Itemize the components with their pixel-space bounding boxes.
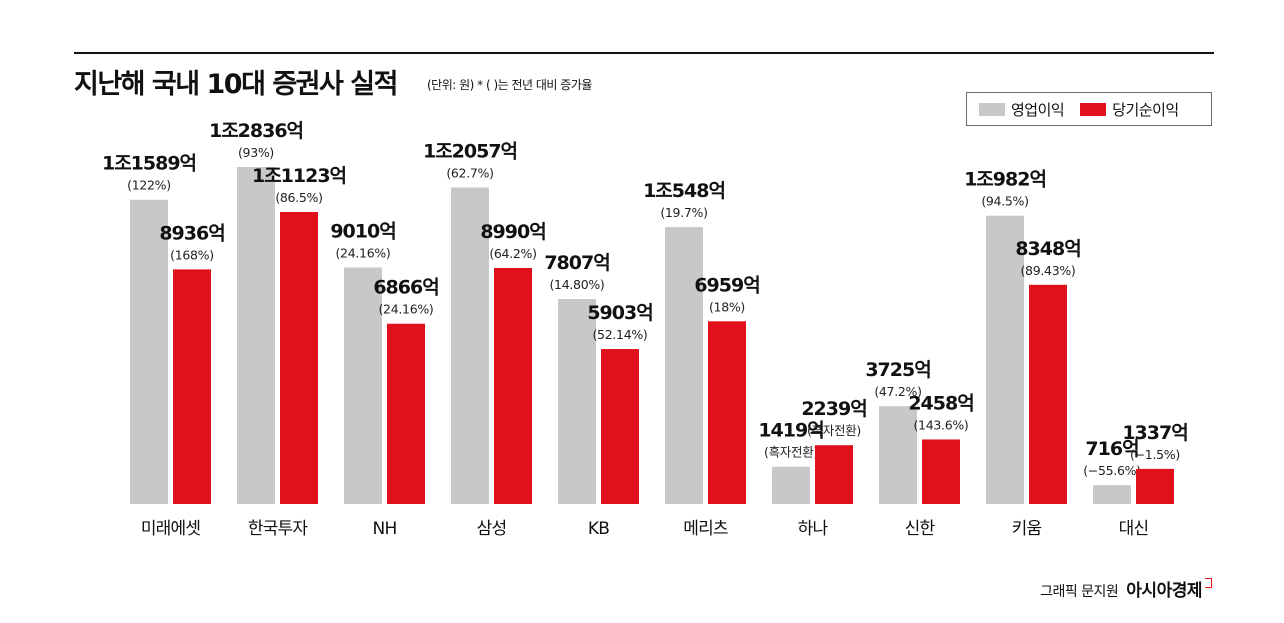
net-income-change-label: (18%) — [709, 299, 745, 314]
operating-profit-bar — [665, 227, 703, 504]
net-income-value-label: 8990억 — [480, 221, 545, 243]
operating-profit-value-label: 1조548억 — [643, 180, 725, 202]
operating-profit-change-label: (94.5%) — [981, 194, 1028, 209]
operating-profit-change-label: (47.2%) — [874, 384, 921, 399]
net-income-bar — [280, 211, 318, 505]
legend-label-operating-profit: 영업이익 — [1011, 100, 1065, 119]
net-income-bar — [387, 323, 425, 504]
brand-logo: 아시아경제 — [1126, 581, 1202, 601]
legend-item-operating-profit: 영업이익 — [979, 99, 1065, 120]
operating-profit-value-label: 7807억 — [544, 252, 609, 274]
net-income-bar — [1029, 284, 1067, 504]
net-income-value-label: 2458억 — [908, 392, 973, 414]
brand-mark-icon — [1205, 578, 1212, 588]
operating-profit-bar — [130, 199, 168, 505]
net-income-value-label: 1조1123억 — [252, 165, 346, 187]
net-income-bar — [494, 267, 532, 504]
net-income-value-label: 2239억 — [801, 398, 866, 420]
legend-swatch-operating-profit — [979, 102, 1005, 116]
net-income-value-label: 8936억 — [159, 222, 224, 244]
category-label: KB — [588, 519, 609, 539]
operating-profit-value-label: 1419억 — [758, 420, 823, 442]
net-income-bar — [173, 269, 211, 504]
net-income-value-label: 6866억 — [373, 277, 438, 299]
legend-item-net-income: 당기순이익 — [1080, 99, 1179, 120]
operating-profit-change-label: (흑자전환) — [764, 445, 818, 460]
legend: 영업이익 당기순이익 — [966, 92, 1212, 126]
category-label: 메리츠 — [683, 519, 728, 539]
operating-profit-bar — [237, 167, 275, 504]
unit-note: (단위: 원) * ( )는 전년 대비 증가율 — [427, 78, 592, 92]
operating-profit-bar — [344, 267, 382, 504]
category-label: 한국투자 — [248, 519, 309, 539]
operating-profit-change-label: (24.16%) — [335, 245, 390, 260]
net-income-change-label: (86.5%) — [275, 190, 322, 205]
top-rule — [74, 52, 1214, 54]
chart-title: 지난해 국내 10대 증권사 실적 — [74, 69, 398, 100]
net-income-bar — [601, 349, 639, 504]
operating-profit-change-label: (122%) — [127, 178, 171, 193]
net-income-bar — [1136, 468, 1174, 504]
category-label: 미래에셋 — [141, 519, 201, 539]
net-income-change-label: (−1.5%) — [1130, 447, 1180, 462]
category-label: 삼성 — [477, 519, 507, 539]
legend-swatch-net-income — [1080, 102, 1107, 116]
net-income-change-label: (64.2%) — [489, 246, 536, 261]
operating-profit-change-label: (93%) — [238, 145, 274, 160]
credit-text: 그래픽 문지원 — [1040, 584, 1119, 600]
operating-profit-value-label: 716억 — [1085, 438, 1138, 460]
operating-profit-bar — [1093, 485, 1131, 504]
net-income-change-label: (89.43%) — [1020, 263, 1075, 278]
operating-profit-bar — [879, 406, 917, 504]
operating-profit-value-label: 3725억 — [865, 359, 930, 381]
category-label: 키움 — [1012, 519, 1042, 539]
category-label: NH — [373, 519, 397, 539]
legend-label-net-income: 당기순이익 — [1112, 100, 1179, 119]
net-income-change-label: (143.6%) — [913, 417, 968, 432]
category-label: 하나 — [798, 519, 829, 539]
operating-profit-bar — [986, 215, 1024, 504]
net-income-value-label: 6959억 — [694, 274, 759, 296]
operating-profit-change-label: (14.80%) — [549, 277, 604, 292]
operating-profit-value-label: 9010억 — [330, 220, 395, 242]
net-income-change-label: (168%) — [170, 247, 214, 262]
operating-profit-bar — [558, 299, 596, 504]
net-income-value-label: 8348억 — [1015, 238, 1080, 260]
net-income-value-label: 5903억 — [587, 302, 652, 324]
net-income-value-label: 1337억 — [1122, 422, 1187, 444]
net-income-change-label: (흑자전환) — [807, 423, 861, 438]
net-income-change-label: (24.16%) — [378, 302, 433, 317]
category-label: 신한 — [905, 519, 936, 539]
net-income-bar — [815, 445, 853, 504]
operating-profit-value-label: 1조2057억 — [423, 140, 517, 162]
operating-profit-value-label: 1조2836억 — [209, 120, 303, 142]
operating-profit-value-label: 1조1589억 — [102, 153, 196, 175]
net-income-change-label: (52.14%) — [592, 327, 647, 342]
operating-profit-change-label: (62.7%) — [446, 165, 493, 180]
category-label: 대신 — [1119, 519, 1149, 539]
operating-profit-value-label: 1조982억 — [964, 169, 1046, 191]
operating-profit-change-label: (19.7%) — [660, 205, 707, 220]
credit: 그래픽 문지원 아시아경제 — [1040, 576, 1212, 601]
operating-profit-bar — [451, 187, 489, 504]
net-income-bar — [708, 321, 746, 504]
net-income-bar — [922, 439, 960, 504]
operating-profit-change-label: (−55.6%) — [1083, 463, 1141, 478]
operating-profit-bar — [772, 466, 810, 504]
